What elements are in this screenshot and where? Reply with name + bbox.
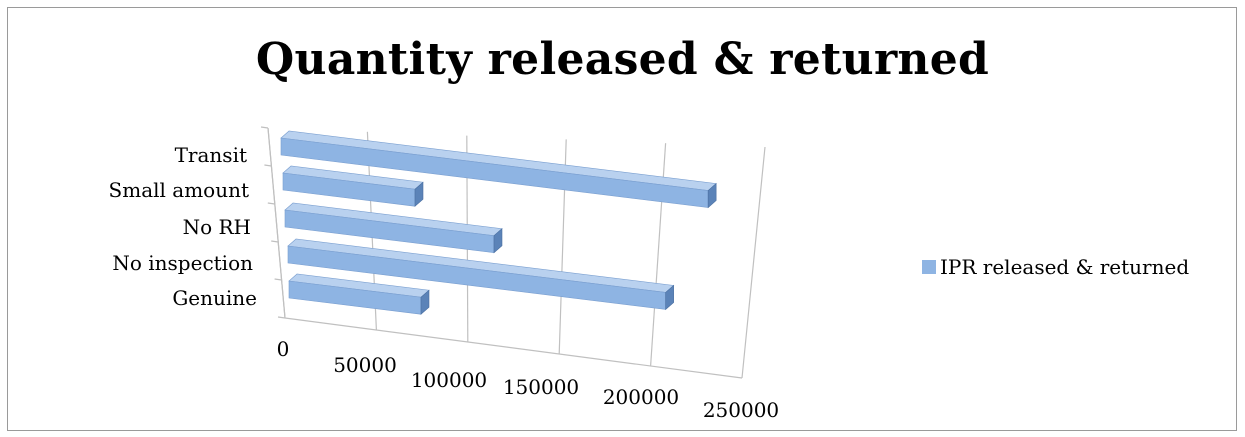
- bar: [288, 273, 430, 315]
- x-tick-label: 150000: [503, 375, 579, 399]
- legend: IPR released & returned: [922, 255, 1189, 279]
- chart-frame: [7, 7, 1237, 431]
- category-label: Small amount: [109, 178, 249, 202]
- x-tick-label: 250000: [703, 398, 779, 422]
- category-labels: Genuine No inspection No RH Small amount Tra…: [109, 143, 257, 310]
- bar: [280, 130, 717, 209]
- axis-tick: [274, 278, 282, 281]
- x-tick-label: 200000: [603, 385, 679, 409]
- bar: [287, 238, 675, 311]
- bar: [282, 165, 424, 207]
- axis-left-edge: [267, 127, 286, 319]
- axis-tick: [260, 126, 269, 129]
- x-tick-labels: 0 50000 100000 150000 200000 250000: [277, 337, 780, 422]
- axis-floor-edge: [284, 317, 743, 379]
- category-label: No inspection: [112, 251, 253, 275]
- category-label: Genuine: [172, 286, 257, 310]
- category-label: Transit: [175, 143, 247, 167]
- axis-tick: [271, 240, 279, 243]
- grid-line: [741, 146, 766, 379]
- bar: [284, 202, 503, 254]
- x-tick-label: 50000: [333, 353, 397, 377]
- bars: [280, 130, 717, 315]
- x-tick-label: 100000: [411, 368, 487, 392]
- legend-swatch: [922, 260, 936, 274]
- axis-tick: [277, 316, 286, 319]
- axis-tick: [267, 202, 275, 205]
- category-label: No RH: [183, 215, 251, 239]
- chart-title: Quantity released & returned: [255, 34, 990, 85]
- x-tick-label: 0: [277, 337, 290, 361]
- legend-label: IPR released & returned: [940, 255, 1190, 279]
- axis-tick: [264, 164, 272, 167]
